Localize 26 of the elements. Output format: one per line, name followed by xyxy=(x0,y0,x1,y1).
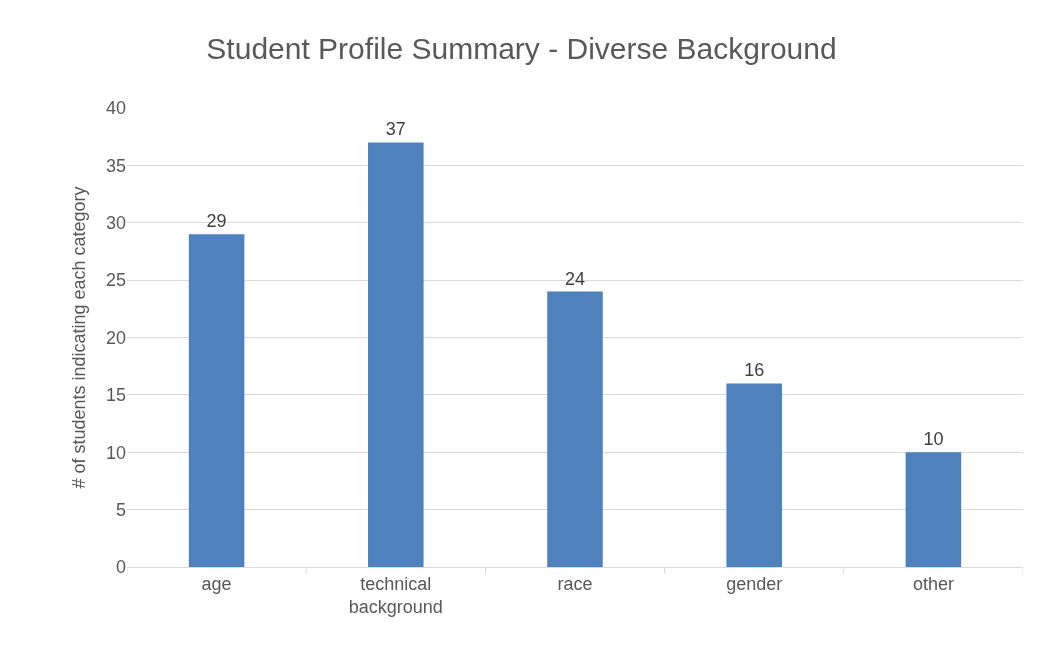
x-tick-label: race xyxy=(557,573,593,594)
y-axis-title: # of students indicating each category xyxy=(69,186,90,489)
data-label: 24 xyxy=(564,268,586,289)
y-tick-label: 40 xyxy=(105,98,126,119)
x-tick-label: technical background xyxy=(348,573,443,617)
x-tick-label: gender xyxy=(726,573,783,594)
bar xyxy=(188,234,245,567)
x-tick-label: age xyxy=(201,573,232,594)
x-tick-label: other xyxy=(912,573,954,594)
bar xyxy=(726,383,782,567)
data-label: 10 xyxy=(923,429,944,450)
y-tick-label: 10 xyxy=(105,442,126,463)
y-tick-label: 15 xyxy=(105,385,126,406)
y-tick-label: 30 xyxy=(105,213,126,234)
y-tick-label: 0 xyxy=(115,557,126,578)
data-label: 16 xyxy=(744,360,765,381)
data-label: 37 xyxy=(385,119,406,140)
data-label: 29 xyxy=(206,211,227,232)
bar xyxy=(368,142,424,567)
chart-title: Student Profile Summary - Diverse Background xyxy=(206,32,837,66)
y-tick-label: 25 xyxy=(105,270,126,291)
bar xyxy=(547,291,603,567)
y-tick-label: 35 xyxy=(105,155,126,176)
y-tick-label: 20 xyxy=(105,327,126,348)
y-tick-label: 5 xyxy=(115,499,126,520)
bar xyxy=(905,452,962,567)
